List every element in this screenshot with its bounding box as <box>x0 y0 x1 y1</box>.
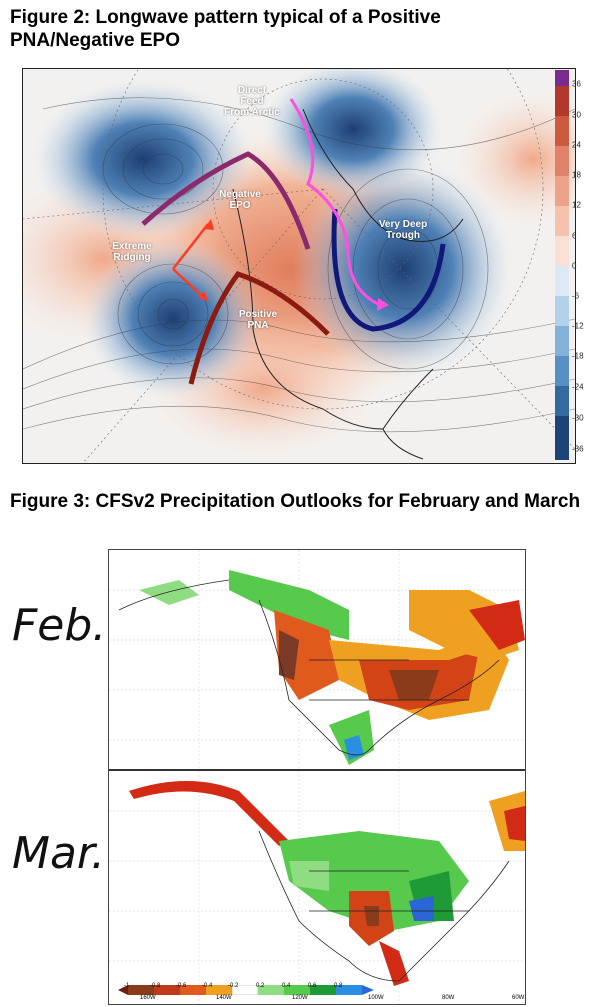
label-direct-feed: Direct Feed From Arctic <box>224 85 280 118</box>
colorbar-tick: 36 <box>572 79 581 89</box>
legend-tick: -0.4 <box>202 983 213 989</box>
legend-tick: 0.4 <box>282 983 291 989</box>
colorbar-tick: -12 <box>572 321 584 331</box>
precip-outlook-maps <box>108 549 526 1005</box>
colorbar-tick: -24 <box>572 382 584 392</box>
map-graphic <box>23 69 575 463</box>
precip-maps-graphic <box>109 550 525 1004</box>
mar-map <box>109 771 525 1004</box>
longitude-tick: 80W <box>442 995 455 1001</box>
feb-label: Feb. <box>12 600 107 651</box>
figure-3-title: Figure 3: CFSv2 Precipitation Outlooks f… <box>10 491 581 512</box>
longwave-pattern-map: Direct Feed From Arctic Negative EPO Ext… <box>22 68 576 464</box>
figure-2-title: Figure 2: Longwave pattern typical of a … <box>10 7 441 51</box>
legend-tick: -0.6 <box>176 983 187 989</box>
colorbar-swatches <box>555 70 569 460</box>
label-very-deep-trough: Very Deep Trough <box>378 219 428 241</box>
longitude-tick: 100W <box>368 995 384 1001</box>
colorbar-tick: 0 <box>572 261 577 271</box>
colorbar-tick: 18 <box>572 170 581 180</box>
legend-tick: -0.2 <box>228 983 239 989</box>
label-negative-epo: Negative EPO <box>219 189 261 211</box>
colorbar-tick: -6 <box>572 291 580 301</box>
mar-label: Mar. <box>12 828 105 879</box>
longitude-tick: 140W <box>216 995 232 1001</box>
feb-map <box>109 550 525 769</box>
longitude-tick: 60W <box>512 995 525 1001</box>
precip-legend-bar <box>118 985 374 995</box>
colorbar-tick: 24 <box>572 140 581 150</box>
colorbar-tick: -36 <box>572 444 584 454</box>
legend-tick: -0.8 <box>150 983 161 989</box>
colorbar-tick: -18 <box>572 351 584 361</box>
label-extreme-ridging: Extreme Ridging <box>112 241 152 263</box>
longitude-tick: 120W <box>292 995 308 1001</box>
colorbar-tick: 30 <box>572 110 581 120</box>
panel-separator <box>109 769 525 771</box>
colorbar-tick: 12 <box>572 200 581 210</box>
colorbar-tick: -30 <box>572 413 584 423</box>
legend-tick: 0.8 <box>334 983 343 989</box>
legend-tick: 0.6 <box>308 983 317 989</box>
legend-tick: -1 <box>124 983 130 989</box>
colorbar-tick: 6 <box>572 231 577 241</box>
legend-tick: 0.2 <box>256 983 265 989</box>
label-positive-pna: Positive PNA <box>238 309 278 331</box>
longitude-tick: 160W <box>140 995 156 1001</box>
anomaly-colorbar <box>555 70 569 460</box>
